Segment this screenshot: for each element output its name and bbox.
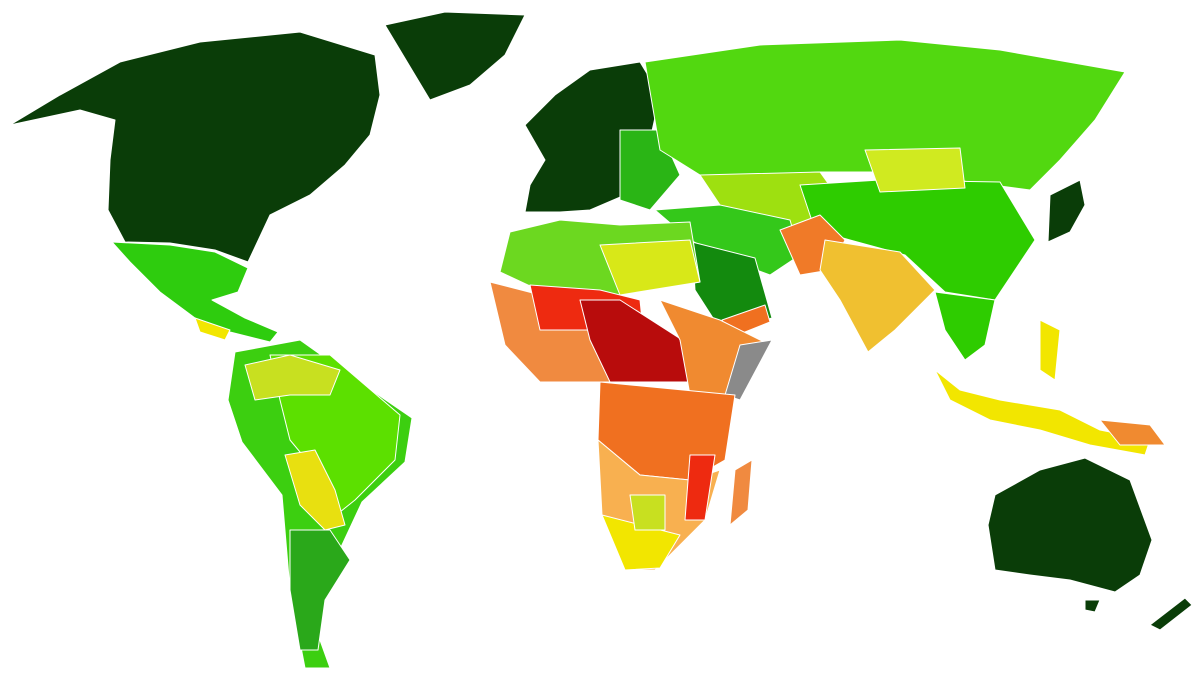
new-zealand <box>1149 597 1193 631</box>
mexico <box>111 241 279 343</box>
japan <box>1047 179 1086 243</box>
philippines <box>1039 319 1061 381</box>
madagascar <box>729 459 753 526</box>
north-america <box>9 31 381 263</box>
southeast-asia <box>934 291 996 361</box>
papua <box>1099 419 1166 446</box>
australia <box>987 457 1153 593</box>
venezuela-guyana <box>244 354 341 401</box>
bolivia-paraguay <box>284 449 346 531</box>
greenland <box>384 11 526 101</box>
brazil <box>269 354 401 521</box>
mongolia <box>864 147 966 193</box>
botswana <box>629 494 666 531</box>
east-africa-coast <box>684 454 716 521</box>
sahel <box>599 239 701 296</box>
indonesia <box>934 369 1151 456</box>
central-america <box>194 317 231 341</box>
argentina-chile <box>289 529 351 651</box>
tasmania <box>1084 599 1101 613</box>
india <box>819 239 936 353</box>
somalia <box>724 339 773 401</box>
